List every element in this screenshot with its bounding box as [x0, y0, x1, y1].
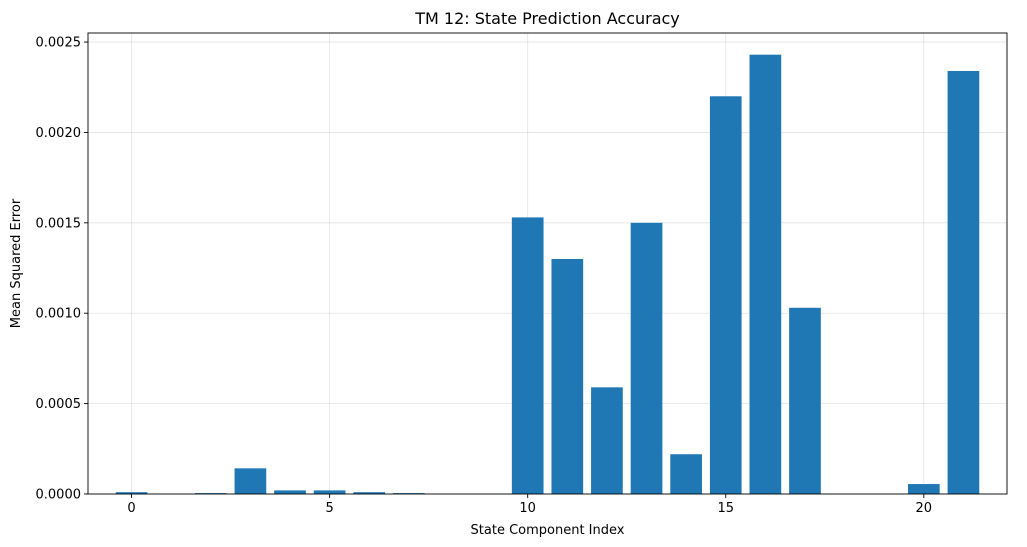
grid-lines: [88, 33, 1007, 495]
bar-16: [749, 54, 782, 494]
plot-frame: [87, 32, 1008, 495]
axis-ticks: 0 5 10 15 20 0.0000 0.0005 0.0010 0.0015 0.0020 0.…: [36, 36, 933, 516]
x-tick-label: 15: [717, 501, 734, 516]
y-tick-label: 0.0015: [36, 216, 82, 231]
y-tick-label: 0.0025: [36, 36, 82, 51]
x-tick-label: 5: [325, 501, 333, 516]
chart-title: TM 12: State Prediction Accuracy: [414, 9, 680, 28]
bar-15: [709, 96, 742, 495]
bar-12: [591, 387, 623, 494]
x-axis-label: State Component Index: [471, 523, 625, 538]
bar-5: [313, 490, 346, 494]
x-tick-label: 0: [127, 501, 135, 516]
bar-11: [551, 258, 584, 494]
bar-7: [393, 493, 425, 494]
bar-6: [353, 492, 386, 494]
bar-2: [194, 493, 227, 494]
x-tick-label: 20: [916, 501, 933, 516]
bar-21: [947, 70, 980, 494]
bar-20: [907, 484, 940, 494]
x-tick-label: 10: [519, 501, 536, 516]
y-axis-label: Mean Squared Error: [9, 198, 24, 328]
bar-14: [670, 454, 702, 494]
bars: [115, 54, 980, 495]
y-tick-label: 0.0010: [36, 307, 82, 322]
y-tick-label: 0.0020: [36, 126, 82, 141]
y-tick-label: 0.0005: [36, 397, 82, 412]
bar-3: [234, 468, 267, 494]
y-tick-label: 0.0000: [36, 488, 82, 503]
bar-10: [511, 217, 544, 494]
bar-17: [789, 307, 821, 494]
bar-13: [630, 222, 663, 494]
bar-4: [274, 490, 306, 494]
bar-0: [115, 492, 148, 494]
